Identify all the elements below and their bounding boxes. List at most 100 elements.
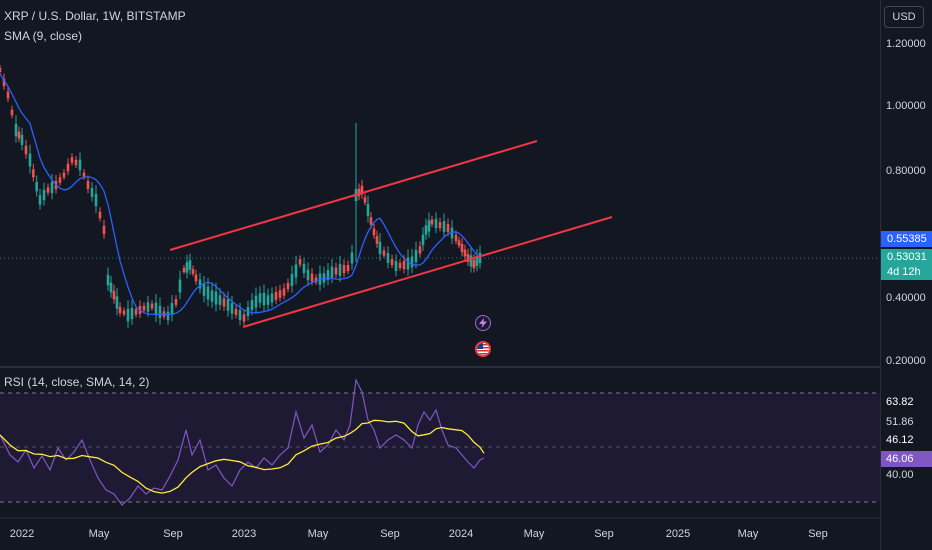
candle-body xyxy=(182,267,186,273)
countdown-badge: 4d 12h xyxy=(881,265,932,280)
candle-body xyxy=(206,286,210,300)
chart-canvas[interactable] xyxy=(0,0,880,550)
candle-body xyxy=(115,296,119,309)
candle-body xyxy=(390,258,394,266)
candle-body xyxy=(130,308,134,319)
candle-body xyxy=(78,159,82,171)
rsi-ma-line xyxy=(0,419,485,494)
rsi-legend[interactable]: RSI (14, close, SMA, 14, 2) xyxy=(4,375,150,389)
candle-body xyxy=(106,274,110,286)
candle-body xyxy=(442,221,446,232)
candle-body xyxy=(254,295,258,308)
candle-body xyxy=(112,290,116,300)
last-price-badge: 0.53031 xyxy=(881,249,932,265)
price-tick: 0.80000 xyxy=(886,165,926,177)
candle-body xyxy=(62,172,66,178)
candle-body xyxy=(338,264,342,276)
channel-lines xyxy=(169,140,613,328)
candle-body xyxy=(6,91,10,99)
candle-body xyxy=(109,282,113,293)
time-tick: May xyxy=(737,528,759,540)
us-flag-icon[interactable] xyxy=(475,341,491,357)
candle-body xyxy=(210,290,214,302)
symbol-legend[interactable]: XRP / U.S. Dollar, 1W, BITSTAMP xyxy=(4,9,186,23)
candle-body xyxy=(250,300,254,310)
sma-value-badge: 0.55385 xyxy=(881,231,932,247)
candle-body xyxy=(286,282,290,290)
candle-body xyxy=(98,211,102,219)
candle-body xyxy=(475,255,479,267)
lightning-icon[interactable] xyxy=(475,315,491,331)
candle-body xyxy=(118,306,122,314)
rsi-upper-label: 63.82 xyxy=(886,396,914,408)
time-tick: 2024 xyxy=(448,528,474,540)
time-tick: 2022 xyxy=(9,528,35,540)
candle-body xyxy=(294,264,298,278)
candle-body xyxy=(363,197,367,203)
candle-body xyxy=(28,153,32,167)
candle-body xyxy=(438,221,442,229)
candle-body xyxy=(226,299,230,311)
candle-body xyxy=(42,189,46,201)
candle-body xyxy=(14,123,18,137)
candle-body xyxy=(82,172,86,178)
price-tick: 1.20000 xyxy=(886,38,926,50)
candle-body xyxy=(472,259,476,269)
candle-body xyxy=(446,224,450,232)
candle-body xyxy=(198,279,202,289)
candle-body xyxy=(2,78,6,87)
candle-body xyxy=(421,234,425,246)
candle-body xyxy=(402,260,406,270)
candle-body xyxy=(102,225,106,235)
candle-body xyxy=(434,218,438,229)
candle-body xyxy=(74,159,78,166)
candle-body xyxy=(302,263,306,274)
candle-body xyxy=(274,291,278,301)
candle-body xyxy=(375,236,379,244)
candle-body xyxy=(35,181,38,192)
candle-body xyxy=(330,266,334,278)
candle-body xyxy=(463,249,467,257)
candle-body xyxy=(414,250,418,262)
candle-body xyxy=(298,259,302,265)
time-tick: May xyxy=(88,528,110,540)
time-tick: Sep xyxy=(808,528,828,540)
candle-body xyxy=(310,273,314,282)
candle-body xyxy=(174,299,178,305)
candle-body xyxy=(372,228,376,236)
candle-body xyxy=(282,288,286,296)
currency-button[interactable]: USD xyxy=(884,6,924,28)
candle-body xyxy=(24,145,28,155)
sma-legend[interactable]: SMA (9, close) xyxy=(4,29,83,43)
candle-body xyxy=(158,305,162,319)
candle-body xyxy=(150,303,154,309)
time-tick: Sep xyxy=(594,528,614,540)
candle-body xyxy=(460,243,464,253)
candle-body xyxy=(238,309,242,321)
candle-body xyxy=(191,269,195,274)
candle-body xyxy=(360,185,364,195)
candle-body xyxy=(266,295,270,305)
candle-body xyxy=(394,261,398,271)
price-scale[interactable] xyxy=(880,0,932,550)
rsi-mid-label: 51.86 xyxy=(886,416,914,428)
candle-body xyxy=(222,298,226,307)
candle-body xyxy=(185,262,189,273)
candle-body xyxy=(202,284,206,296)
candle-body xyxy=(469,255,473,267)
candle-body xyxy=(46,187,50,193)
rsi-ma-label: 46.12 xyxy=(886,434,914,446)
candle-body xyxy=(454,234,458,242)
candle-body xyxy=(20,135,24,145)
time-tick: Sep xyxy=(163,528,183,540)
time-tick: Sep xyxy=(380,528,400,540)
candle-body xyxy=(450,227,454,239)
candle-body xyxy=(427,220,431,232)
candle-body xyxy=(398,262,402,269)
candle-body xyxy=(410,256,414,268)
candle-body xyxy=(126,308,130,322)
candle-body xyxy=(0,68,2,72)
candle-body xyxy=(357,188,361,197)
candle-body xyxy=(234,308,238,316)
candle-body xyxy=(134,309,138,315)
